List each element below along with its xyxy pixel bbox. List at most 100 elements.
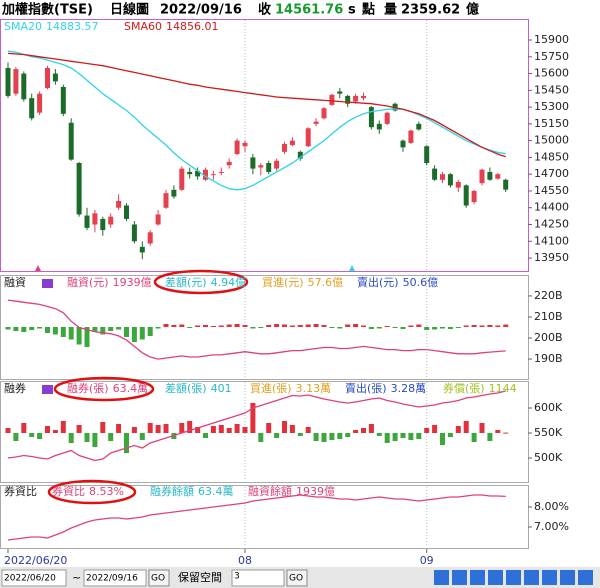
candle-body xyxy=(400,140,406,148)
tool-button[interactable] xyxy=(452,570,467,585)
bar xyxy=(84,327,90,347)
tool-button[interactable] xyxy=(560,570,575,585)
go-label: GO xyxy=(151,574,165,584)
go-button[interactable] xyxy=(286,569,308,587)
bar xyxy=(131,427,137,433)
bar xyxy=(495,430,501,433)
tool-button[interactable] xyxy=(434,570,449,585)
close-flag: s xyxy=(348,3,356,18)
candle-body xyxy=(329,94,335,105)
bar xyxy=(495,325,501,327)
bar xyxy=(487,433,493,441)
bar xyxy=(463,421,469,433)
x-tick-label: 08 xyxy=(238,554,252,567)
panel-title: 融券 xyxy=(4,381,26,395)
y-tick-label: 14250 xyxy=(534,217,569,230)
bar xyxy=(52,430,58,433)
y-tick-label: 15000 xyxy=(534,134,569,147)
period: 日線圖 xyxy=(110,2,149,18)
bar xyxy=(124,433,129,453)
x-tick-label: 09 xyxy=(420,554,434,567)
candle-body xyxy=(321,108,327,119)
bar xyxy=(424,327,430,330)
bar xyxy=(163,424,169,433)
candle-body xyxy=(234,140,240,155)
bar xyxy=(337,327,343,329)
y-tick-label: 14550 xyxy=(534,184,569,197)
tool-button[interactable] xyxy=(524,570,539,585)
candle-body xyxy=(116,201,122,208)
bar xyxy=(258,433,264,442)
bar xyxy=(195,427,201,433)
bar xyxy=(503,432,509,434)
y-tick-label: 14850 xyxy=(534,150,569,163)
candle-body xyxy=(353,95,359,102)
bar xyxy=(242,427,248,433)
candle-body xyxy=(139,246,145,253)
bar xyxy=(234,324,240,327)
candle-body xyxy=(282,143,287,152)
bar xyxy=(321,325,327,327)
bar xyxy=(250,327,256,329)
bar xyxy=(384,326,390,327)
bar xyxy=(392,327,398,328)
bar xyxy=(68,327,74,340)
go-button[interactable] xyxy=(148,569,170,587)
bar xyxy=(282,324,287,327)
bar xyxy=(5,327,11,330)
y-tick-label: 14700 xyxy=(534,167,569,180)
bar xyxy=(187,327,193,328)
tool-button[interactable] xyxy=(488,570,503,585)
y-tick-label: 15150 xyxy=(534,117,569,130)
settings-icon[interactable] xyxy=(42,385,53,394)
candle-body xyxy=(305,128,311,147)
bar xyxy=(37,433,43,439)
close-value: 14561.76 xyxy=(275,3,343,18)
line xyxy=(7,494,506,541)
candle-body xyxy=(455,182,461,188)
legend-name: 差額(元) xyxy=(165,275,207,289)
start-input[interactable] xyxy=(1,569,67,587)
candle-body xyxy=(447,174,453,186)
bar xyxy=(258,327,264,328)
candle-body xyxy=(274,160,280,169)
margin-frame xyxy=(0,275,529,380)
y-tick-label: 210B xyxy=(534,310,563,323)
bar xyxy=(92,327,98,332)
candle-body xyxy=(479,169,485,184)
y-tick-label: 15600 xyxy=(534,67,569,80)
candle-body xyxy=(13,69,19,94)
candle-body xyxy=(84,215,90,228)
end-input[interactable] xyxy=(83,569,147,587)
legend-name: 賣出(張) xyxy=(345,381,387,395)
candle-body xyxy=(187,171,193,175)
bar xyxy=(179,423,185,433)
legend-name: 券償(張) xyxy=(443,381,485,395)
tool-button[interactable] xyxy=(578,570,593,585)
bar xyxy=(84,433,90,442)
space-input[interactable] xyxy=(231,569,285,587)
bar xyxy=(29,327,35,330)
candle-body xyxy=(424,146,430,164)
bar xyxy=(329,327,335,328)
y-tick-label: 550K xyxy=(534,426,563,439)
tool-button[interactable] xyxy=(506,570,521,585)
bar xyxy=(21,423,27,433)
bar xyxy=(361,428,366,433)
legend-value: 3.28萬 xyxy=(391,382,427,395)
bar xyxy=(68,433,74,443)
bar xyxy=(139,433,145,440)
close-label: 收 xyxy=(258,2,272,18)
candle-body xyxy=(313,121,319,124)
candle-body xyxy=(463,185,469,206)
tool-button[interactable] xyxy=(470,570,485,585)
settings-icon[interactable] xyxy=(42,279,53,288)
legend-entry: SMA60 14856.01 xyxy=(124,20,219,33)
bar xyxy=(455,426,461,433)
legend-name: 融券餘額 xyxy=(150,484,194,498)
candle-body xyxy=(376,123,382,130)
legend-name: 賣出(元) xyxy=(357,275,399,289)
candle-body xyxy=(218,171,224,173)
tool-button[interactable] xyxy=(542,570,557,585)
